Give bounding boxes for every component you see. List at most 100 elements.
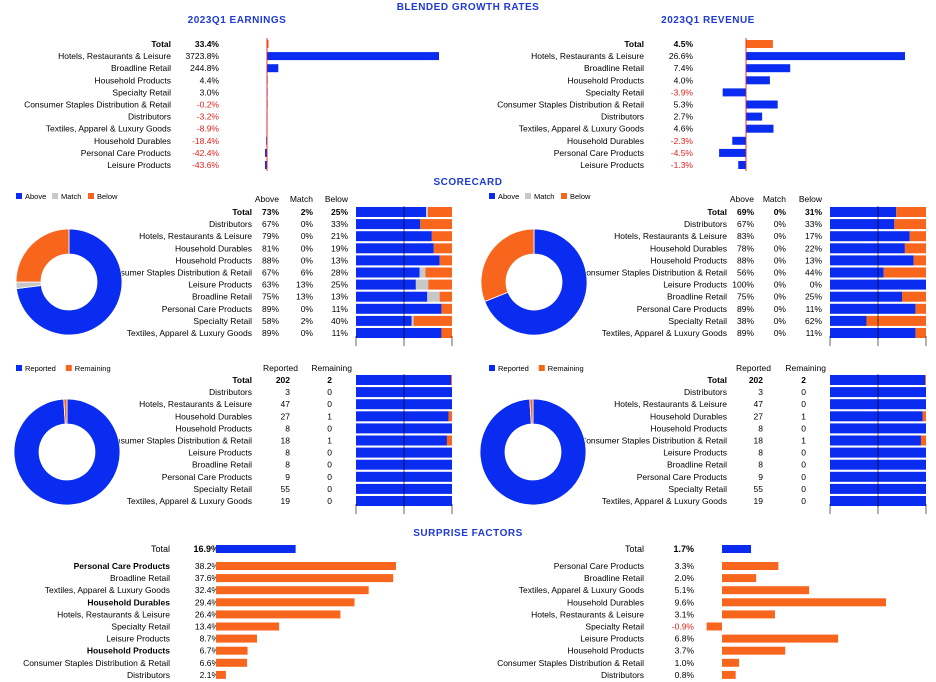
revenue-growth-value-distributors: 2.7% [674, 112, 694, 122]
earnings-growth-value-household-durables: -18.4% [192, 136, 219, 146]
earnings-reported-reported-specialty-retail: 55 [281, 484, 291, 494]
earnings-reported-remaining-textiles-apparel-luxury-goods: 0 [327, 496, 332, 506]
revenue-reported-reported-total: 202 [749, 375, 763, 385]
revenue-growth-label-household-products: Household Products [567, 75, 644, 85]
earnings-reported-donut-slice-remaining [63, 398, 68, 425]
revenue-scorecard-label-specialty-retail: Specialty Retail [668, 316, 727, 326]
revenue-reported-label-consumer-staples-distribution-retail: Consumer Staples Distribution & Retail [580, 436, 727, 446]
earnings-scorecard-below-personal-care-products: 11% [332, 304, 349, 314]
revenue-growth-label-leisure-products: Leisure Products [580, 160, 644, 170]
revenue-scorecard-label-distributors: Distributors [684, 219, 727, 229]
earnings-scorecard-label-consumer-staples-distribution-retail: Consumer Staples Distribution & Retail [105, 268, 252, 278]
earnings-reported-label-consumer-staples-distribution-retail: Consumer Staples Distribution & Retail [105, 436, 252, 446]
revenue-scorecard-below-broadline-retail: 25% [805, 292, 822, 302]
earnings-scorecard-match-hotels-restaurants-leisure: 0% [301, 231, 314, 241]
earnings-scorecard-bar-specialty-retail-above [356, 315, 412, 326]
earnings-surprise-value-household-durables: 29.4% [195, 597, 220, 607]
revenue-scorecard-donut-slice-above [484, 228, 588, 336]
revenue-scorecard-header-below: Below [799, 194, 823, 204]
earnings-scorecard-below-textiles-apparel-luxury-goods: 11% [332, 328, 349, 338]
earnings-scorecard-bar-total-below [428, 207, 452, 217]
revenue-reported-reported-broadline-retail: 8 [758, 460, 763, 470]
revenue-reported-reported-specialty-retail: 55 [754, 484, 764, 494]
earnings-scorecard-match-personal-care-products: 0% [301, 304, 314, 314]
earnings-scorecard-match-total: 2% [301, 207, 314, 217]
earnings-surprise-bar-leisure-products [216, 634, 257, 643]
earnings-surprise-bar-textiles-apparel-luxury-goods [216, 586, 369, 595]
revenue-growth-value-textiles-apparel-luxury-goods: 4.6% [674, 124, 694, 134]
revenue-reported-label-household-durables: Household Durables [650, 411, 727, 421]
earnings-reported-label-distributors: Distributors [209, 387, 252, 397]
revenue-scorecard-header-above: Above [730, 194, 754, 204]
revenue-scorecard-label-consumer-staples-distribution-retail: Consumer Staples Distribution & Retail [580, 268, 727, 278]
revenue-reported-donut-slice-reported [479, 398, 587, 506]
earnings-reported-reported-hotels-restaurants-leisure: 47 [281, 399, 291, 409]
revenue-surprise-label-specialty-retail: Specialty Retail [585, 622, 644, 632]
earnings-growth-value-total: 33.4% [195, 39, 220, 49]
earnings-reported-bar-total-remaining [451, 375, 452, 385]
revenue-reported-header-remaining: Remaining [785, 363, 826, 373]
revenue-reported-remaining-textiles-apparel-luxury-goods: 0 [801, 496, 806, 506]
revenue-scorecard-bar-total-below [896, 207, 926, 217]
earnings-scorecard-bar-household-products-above [356, 255, 440, 266]
revenue-surprise-value-household-products: 3.7% [675, 646, 695, 656]
revenue-growth-value-broadline-retail: 7.4% [674, 63, 694, 73]
earnings-reported-reported-household-products: 8 [285, 423, 290, 433]
earnings-reported-header-remaining: Remaining [311, 363, 352, 373]
revenue-scorecard-bar-specialty-retail-below [866, 315, 926, 326]
earnings-surprise-value-total: 16.9% [193, 544, 219, 554]
revenue-scorecard-above-household-durables: 78% [737, 243, 754, 253]
earnings-scorecard-below-hotels-restaurants-leisure: 21% [331, 231, 348, 241]
earnings-surprise-label-broadline-retail: Broadline Retail [110, 573, 170, 583]
revenue-reported-bar-total-remaining [925, 375, 926, 385]
earnings-growth-value-textiles-apparel-luxury-goods: -8.9% [197, 124, 220, 134]
earnings-scorecard-legend-match: Match [61, 192, 81, 201]
revenue-surprise-value-leisure-products: 6.8% [675, 634, 695, 644]
revenue-scorecard-match-total: 0% [774, 207, 787, 217]
revenue-surprise-bar-leisure-products [722, 634, 839, 643]
revenue-surprise-bar-distributors [722, 670, 736, 679]
earnings-scorecard-bar-hotels-restaurants-leisure-above [356, 231, 432, 242]
earnings-scorecard-legend-above: Above [25, 192, 46, 201]
revenue-scorecard-match-broadline-retail: 0% [774, 292, 787, 302]
earnings-surprise-value-textiles-apparel-luxury-goods: 32.4% [195, 585, 220, 595]
revenue-scorecard-above-distributors: 67% [737, 219, 754, 229]
revenue-surprise-label-personal-care-products: Personal Care Products [554, 561, 644, 571]
scorecard-title: SCORECARD [434, 177, 503, 188]
earnings-surprise-bar-consumer-staples-distribution-retail [216, 658, 248, 667]
earnings-reported-legend-remaining: Remaining [75, 364, 111, 373]
earnings-scorecard-bar-distributors-below [420, 219, 452, 230]
earnings-growth-bar-total [267, 40, 269, 48]
revenue-scorecard-below-personal-care-products: 11% [806, 304, 823, 314]
revenue-reported-reported-household-durables: 27 [754, 411, 764, 421]
revenue-scorecard-above-hotels-restaurants-leisure: 83% [737, 231, 754, 241]
earnings-reported-remaining-distributors: 0 [327, 387, 332, 397]
revenue-surprise-value-textiles-apparel-luxury-goods: 5.1% [675, 585, 695, 595]
revenue-surprise-bar-household-durables [722, 598, 886, 607]
revenue-growth-value-leisure-products: -1.3% [671, 160, 694, 170]
revenue-scorecard-bar-household-durables-above [830, 243, 905, 254]
earnings-scorecard-bar-total-above [356, 207, 427, 217]
earnings-surprise-value-personal-care-products: 38.2% [195, 561, 220, 571]
revenue-growth-bar-distributors [746, 112, 763, 121]
earnings-growth-label-distributors: Distributors [128, 112, 171, 122]
earnings-surprise-bar-household-durables [216, 598, 355, 607]
earnings-scorecard-label-distributors: Distributors [209, 219, 252, 229]
revenue-scorecard-above-specialty-retail: 38% [737, 316, 754, 326]
revenue-scorecard-label-household-durables: Household Durables [650, 243, 727, 253]
revenue-growth-bar-leisure-products [738, 161, 746, 169]
surprise-factors-title: SURPRISE FACTORS [413, 528, 523, 539]
revenue-reported-bar-consumer-staples-distribution-retail-remaining [920, 435, 926, 446]
revenue-reported-bar-total-reported [830, 375, 926, 385]
earnings-scorecard-bar-consumer-staples-distribution-retail-match [419, 267, 426, 278]
revenue-surprise-value-hotels-restaurants-leisure: 3.1% [675, 609, 695, 619]
revenue-scorecard-label-total: Total [707, 207, 727, 217]
revenue-reported-label-household-products: Household Products [650, 423, 727, 433]
earnings-reported-remaining-broadline-retail: 0 [327, 460, 332, 470]
revenue-scorecard-legend-match: Match [534, 192, 554, 201]
revenue-surprise-label-household-products: Household Products [567, 646, 644, 656]
revenue-growth-bar-hotels-restaurants-leisure [746, 52, 905, 61]
earnings-scorecard-match-household-products: 0% [301, 255, 314, 265]
revenue-scorecard-above-leisure-products: 100% [732, 280, 754, 290]
